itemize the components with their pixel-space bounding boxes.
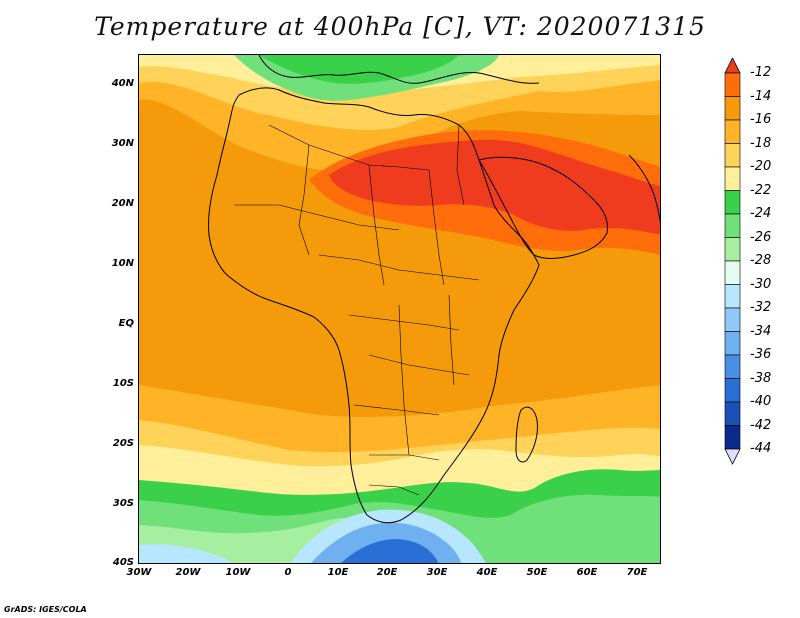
colorbar-level-label: -16	[750, 112, 772, 127]
credit-text: GrADS: IGES/COLA	[4, 605, 87, 614]
colorbar-swatch	[724, 331, 741, 356]
x-axis-label: 70E	[626, 567, 648, 578]
colorbar-swatch	[724, 284, 741, 309]
coastlines	[208, 55, 660, 524]
africa-coastline	[208, 87, 540, 524]
field-cold-southwest	[139, 544, 232, 563]
y-axis-label: 10S	[112, 378, 134, 389]
colorbar-level-label: -40	[750, 394, 772, 409]
y-axis-label: 10N	[111, 258, 134, 269]
colorbar-top-arrow	[724, 58, 741, 74]
colorbar-swatch	[724, 425, 741, 450]
y-axis-label: 40S	[112, 557, 134, 568]
y-axis-label: 20N	[111, 198, 134, 209]
x-axis-label: 20W	[175, 567, 201, 578]
x-axis-label: 10W	[225, 567, 251, 578]
colorbar-level-label: -30	[750, 276, 772, 292]
colorbar-level-label: -32	[750, 300, 772, 315]
colorbar-level-label: -26	[750, 229, 772, 245]
x-axis-label: 40E	[476, 567, 498, 578]
madagascar-coastline	[515, 406, 538, 463]
borders	[234, 124, 480, 496]
colorbar-swatch	[724, 96, 741, 121]
map-canvas	[139, 55, 660, 563]
colorbar-swatch	[724, 378, 741, 403]
colorbar-swatch	[724, 401, 741, 426]
colorbar-swatch	[724, 166, 741, 191]
europe-coastline	[258, 55, 540, 84]
x-axis-label: 30W	[126, 567, 152, 578]
x-axis-label: 50E	[526, 567, 548, 578]
y-axis-label: 20S	[112, 438, 134, 449]
colorbar-swatch	[724, 119, 741, 144]
colorbar-level-label: -34	[750, 323, 772, 339]
colorbar-level-label: -38	[750, 370, 772, 386]
y-axis-label: 40N	[111, 78, 134, 89]
x-axis-label: 20E	[376, 567, 398, 578]
colorbar-level-label: -28	[750, 253, 772, 268]
colorbar-level-label: -14	[750, 88, 772, 104]
y-axis-label: EQ	[118, 318, 134, 329]
x-axis-label: 0	[284, 567, 292, 578]
colorbar-swatch	[724, 72, 741, 97]
colorbar-level-label: -42	[750, 417, 772, 433]
colorbar-level-label: -18	[750, 135, 772, 151]
x-axis-label: 10E	[327, 567, 349, 578]
x-axis-label: 60E	[576, 567, 598, 578]
colorbar-level-label: -36	[750, 347, 772, 362]
field-cold-dark	[341, 539, 439, 563]
colorbar-swatch	[724, 213, 741, 238]
colorbar-level-label: -44	[750, 441, 772, 456]
y-axis-label: 30S	[112, 498, 134, 509]
arabia-coastline	[478, 156, 608, 259]
colorbar-level-label: -22	[750, 182, 772, 198]
colorbar-swatch	[724, 354, 741, 379]
x-axis-label: 30E	[426, 567, 448, 578]
colorbar-level-label: -24	[750, 206, 772, 221]
india-coastline	[628, 154, 660, 223]
colorbar	[724, 58, 741, 465]
colorbar-level-label: -20	[750, 159, 772, 174]
colorbar-swatch	[724, 307, 741, 332]
colorbar-swatch	[724, 260, 741, 285]
colorbar-swatch	[724, 190, 741, 215]
colorbar-bottom-arrow	[724, 448, 741, 465]
temperature-map	[138, 54, 661, 564]
colorbar-swatch	[724, 237, 741, 262]
colorbar-swatch	[724, 143, 741, 168]
colorbar-level-label: -12	[750, 65, 772, 80]
chart-title: Temperature at 400hPa [C], VT: 202007131…	[94, 12, 706, 41]
y-axis-label: 30N	[111, 138, 134, 149]
